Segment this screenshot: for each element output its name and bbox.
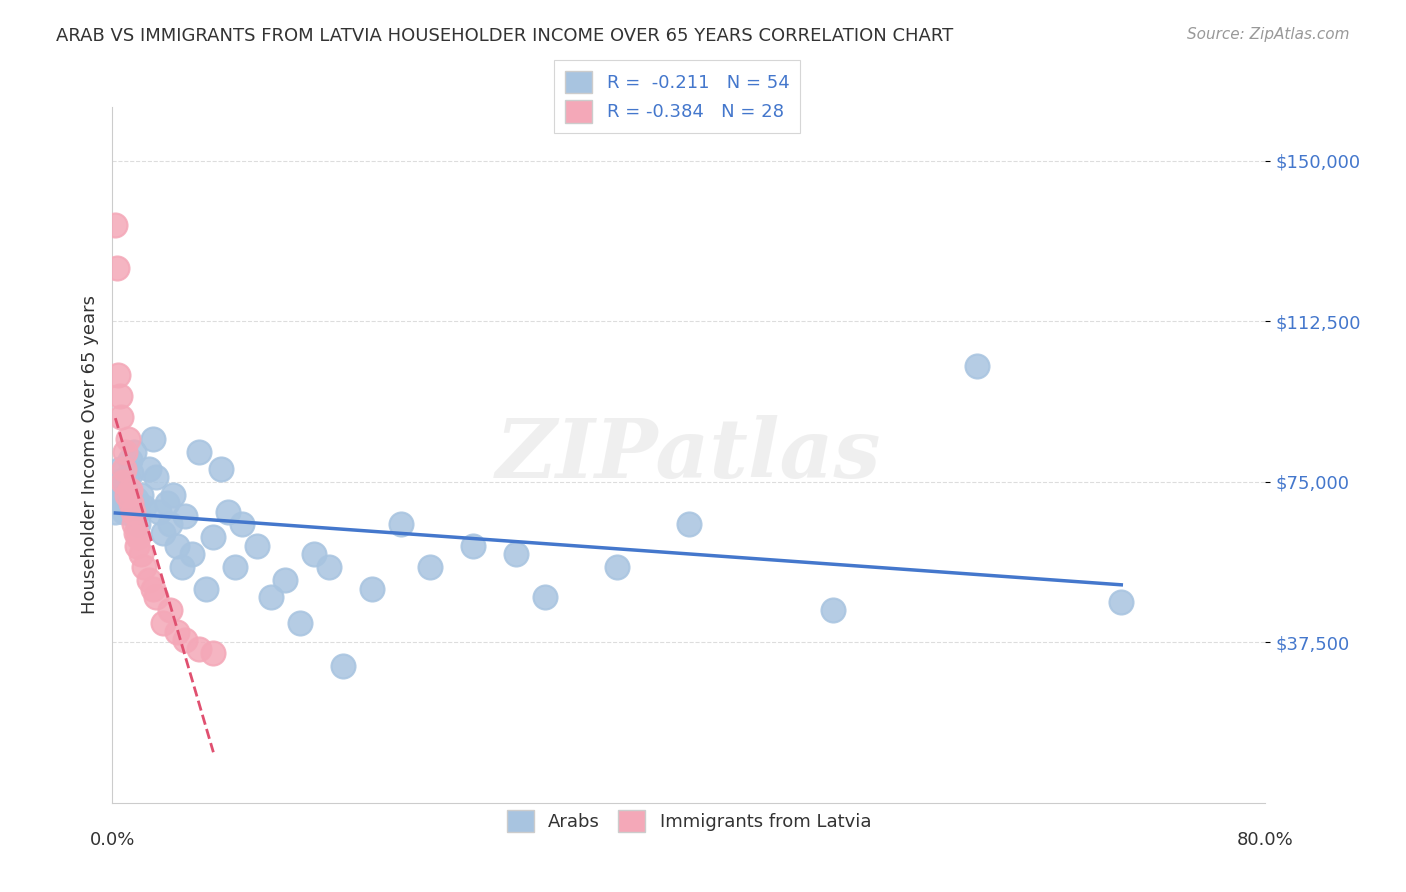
Point xyxy=(105,475,128,489)
Point xyxy=(152,615,174,630)
Point xyxy=(534,591,557,605)
Point xyxy=(304,548,326,562)
Point xyxy=(209,462,232,476)
Text: Source: ZipAtlas.com: Source: ZipAtlas.com xyxy=(1187,27,1350,42)
Point xyxy=(124,491,146,506)
Point xyxy=(318,560,340,574)
Point xyxy=(145,591,167,605)
Point xyxy=(202,646,225,660)
Point xyxy=(246,539,269,553)
Point xyxy=(156,496,179,510)
Point xyxy=(108,389,131,403)
Point xyxy=(129,487,153,501)
Point xyxy=(505,548,527,562)
Point xyxy=(138,573,160,587)
Point xyxy=(606,560,628,574)
Point xyxy=(122,517,145,532)
Point xyxy=(112,505,135,519)
Text: 80.0%: 80.0% xyxy=(1237,830,1294,848)
Point xyxy=(166,624,188,639)
Point xyxy=(110,410,132,425)
Point xyxy=(678,517,700,532)
Point xyxy=(966,359,988,373)
Point xyxy=(115,470,138,484)
Point xyxy=(188,641,211,656)
Point xyxy=(288,615,311,630)
Point xyxy=(170,560,193,574)
Point xyxy=(332,658,354,673)
Point xyxy=(124,526,146,541)
Point xyxy=(111,475,134,489)
Legend: Arabs, Immigrants from Latvia: Arabs, Immigrants from Latvia xyxy=(496,798,882,842)
Point xyxy=(821,603,844,617)
Point xyxy=(104,505,127,519)
Point xyxy=(1111,594,1133,608)
Point xyxy=(134,500,156,515)
Point xyxy=(114,483,136,498)
Point xyxy=(217,505,239,519)
Point xyxy=(180,548,202,562)
Point xyxy=(111,479,134,493)
Point xyxy=(127,530,149,544)
Point xyxy=(134,560,156,574)
Point xyxy=(129,548,153,562)
Point xyxy=(120,496,142,510)
Point xyxy=(202,530,225,544)
Text: ARAB VS IMMIGRANTS FROM LATVIA HOUSEHOLDER INCOME OVER 65 YEARS CORRELATION CHAR: ARAB VS IMMIGRANTS FROM LATVIA HOUSEHOLD… xyxy=(56,27,953,45)
Point xyxy=(121,505,143,519)
Point xyxy=(419,560,441,574)
Point xyxy=(107,487,129,501)
Point xyxy=(231,517,253,532)
Point xyxy=(360,582,382,596)
Point xyxy=(461,539,484,553)
Point xyxy=(162,487,184,501)
Y-axis label: Householder Income Over 65 years: Householder Income Over 65 years xyxy=(80,295,98,615)
Point xyxy=(260,591,283,605)
Point xyxy=(145,470,167,484)
Text: 0.0%: 0.0% xyxy=(90,830,135,848)
Point xyxy=(125,505,148,519)
Point xyxy=(104,218,127,232)
Point xyxy=(110,496,132,510)
Point xyxy=(195,582,218,596)
Point xyxy=(148,505,170,519)
Point xyxy=(173,508,195,523)
Point xyxy=(105,260,128,275)
Point xyxy=(188,444,211,458)
Point xyxy=(114,444,136,458)
Text: ZIPatlas: ZIPatlas xyxy=(496,415,882,495)
Point xyxy=(138,462,160,476)
Point xyxy=(142,582,165,596)
Point xyxy=(159,517,181,532)
Point xyxy=(108,462,131,476)
Point xyxy=(159,603,181,617)
Point xyxy=(152,526,174,541)
Point xyxy=(107,368,129,382)
Point xyxy=(118,483,141,498)
Point xyxy=(389,517,412,532)
Point xyxy=(115,487,138,501)
Point xyxy=(224,560,246,574)
Point xyxy=(125,539,148,553)
Point xyxy=(122,444,145,458)
Point xyxy=(118,453,141,467)
Point xyxy=(117,432,139,446)
Point xyxy=(127,517,149,532)
Point xyxy=(166,539,188,553)
Point xyxy=(142,432,165,446)
Point xyxy=(120,466,142,480)
Point xyxy=(274,573,297,587)
Point xyxy=(112,462,135,476)
Point xyxy=(173,633,195,648)
